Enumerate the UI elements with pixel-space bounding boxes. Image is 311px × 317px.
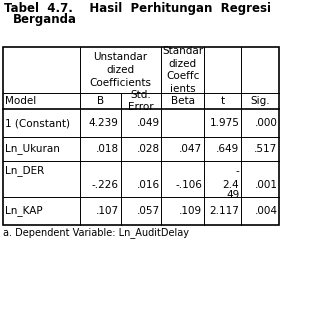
Text: .109: .109 [179, 206, 202, 216]
Text: .107: .107 [95, 206, 119, 216]
Text: .018: .018 [95, 144, 119, 154]
Text: .649: .649 [216, 144, 239, 154]
Text: Beta: Beta [171, 96, 195, 106]
Text: .001: .001 [254, 180, 277, 191]
Text: .517: .517 [254, 144, 277, 154]
Text: 49: 49 [226, 191, 239, 200]
Text: -.226: -.226 [92, 180, 119, 191]
Text: t: t [220, 96, 225, 106]
Text: .004: .004 [254, 206, 277, 216]
Text: 1.975: 1.975 [209, 118, 239, 128]
Text: 2.4: 2.4 [223, 180, 239, 191]
Bar [3, 47, 279, 225]
Text: .000: .000 [254, 118, 277, 128]
Text: 1 (Constant): 1 (Constant) [5, 118, 70, 128]
Text: Unstandar
dized
Coefficients: Unstandar dized Coefficients [90, 52, 151, 88]
Text: -: - [235, 166, 239, 176]
Text: a. Dependent Variable: Ln_AuditDelay: a. Dependent Variable: Ln_AuditDelay [3, 227, 189, 238]
Text: Sig.: Sig. [250, 96, 270, 106]
Text: -.106: -.106 [175, 180, 202, 191]
Text: Tabel  4.7.    Hasil  Perhitungan  Regresi: Tabel 4.7. Hasil Perhitungan Regresi [4, 2, 271, 15]
Text: .016: .016 [137, 180, 160, 191]
Text: 2.117: 2.117 [209, 206, 239, 216]
Text: Berganda: Berganda [13, 13, 77, 26]
Text: Std.
Error: Std. Error [128, 90, 154, 112]
Text: .028: .028 [137, 144, 160, 154]
Text: Ln_KAP: Ln_KAP [5, 205, 43, 217]
Text: B: B [97, 96, 104, 106]
Text: Ln_Ukuran: Ln_Ukuran [5, 144, 60, 154]
Text: Standar
dized
Coeffc
ients: Standar dized Coeffc ients [162, 46, 203, 94]
Text: .057: .057 [137, 206, 160, 216]
Text: Ln_DER: Ln_DER [5, 165, 45, 176]
Text: 4.239: 4.239 [89, 118, 119, 128]
Text: .049: .049 [137, 118, 160, 128]
Text: Model: Model [5, 96, 37, 106]
Text: .047: .047 [179, 144, 202, 154]
